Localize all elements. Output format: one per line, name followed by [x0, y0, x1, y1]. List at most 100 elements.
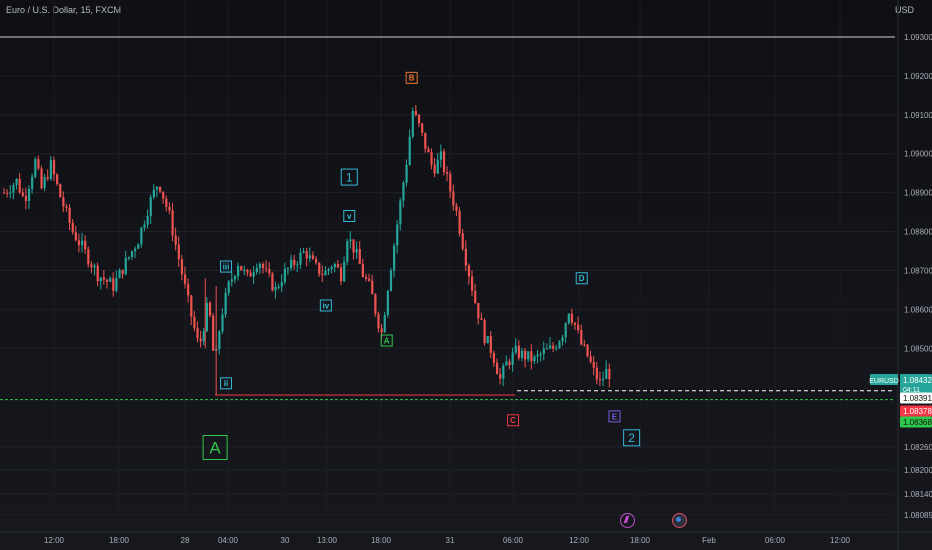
candle-body [93, 265, 96, 268]
candle-body [121, 269, 124, 275]
candle-body [408, 136, 411, 165]
candle-body [336, 264, 340, 268]
candle-body [330, 267, 333, 270]
candle-body [564, 323, 567, 338]
price-tag [900, 392, 932, 404]
candle-body [280, 282, 283, 287]
candle-body [545, 348, 549, 350]
candle-body [343, 261, 346, 282]
candle-body [149, 197, 152, 217]
candle-body [171, 210, 174, 236]
candle-body [321, 273, 324, 276]
candle-body [9, 192, 12, 194]
x-tick-label: 18:00 [371, 536, 392, 545]
wave-label-box [220, 260, 233, 273]
candle-body [386, 290, 389, 315]
candle-body [21, 192, 24, 196]
wave-label-box [405, 71, 418, 84]
candle-body [255, 267, 258, 273]
candle-body [127, 256, 130, 259]
candle-body [427, 148, 430, 153]
candle-body [333, 264, 336, 268]
candle-body [393, 245, 396, 271]
candle-body [570, 313, 574, 323]
x-tick-label: 06:00 [765, 536, 786, 545]
candle-body [311, 255, 315, 260]
candle-body [34, 159, 37, 177]
candle-body [555, 347, 558, 349]
candle-body [346, 241, 349, 262]
y-tick-label: 1.08800 [904, 228, 932, 237]
candle-body [168, 206, 171, 211]
candle-body [352, 239, 355, 253]
wave-label: C [510, 416, 516, 425]
candle-body [49, 160, 52, 179]
candle-body [240, 266, 243, 271]
candle-body [315, 259, 318, 263]
candle-body [433, 164, 436, 174]
candle-body [252, 272, 255, 277]
candle-body [542, 348, 545, 354]
y-tick-label: 1.09000 [904, 150, 932, 159]
candle-body [374, 294, 377, 314]
candle-body [402, 182, 405, 201]
candle-body [271, 273, 274, 291]
candle-body [205, 302, 208, 332]
candle-body [464, 248, 467, 266]
candle-body [202, 331, 205, 342]
candle-body [305, 251, 308, 259]
candle-body [146, 216, 149, 225]
candle-body [396, 224, 399, 246]
symbol-title[interactable]: Euro / U.S. Dollar, 15, FXCM [6, 5, 122, 15]
candle-body [180, 259, 184, 275]
symbol-tag-label: EURUSD [869, 378, 899, 385]
candle-body [477, 303, 480, 319]
candle-body [162, 191, 165, 199]
wave-label-box [608, 410, 621, 423]
wave-label: iv [323, 301, 330, 310]
candle-body [68, 207, 71, 223]
candle-body [486, 336, 489, 344]
candle-body [495, 362, 499, 375]
y-tick-label: 1.08260 [904, 443, 932, 452]
candle-body [561, 337, 564, 342]
candle-body [15, 178, 18, 186]
candle-body [274, 286, 277, 291]
candle-body [318, 262, 321, 274]
candle-body [193, 316, 196, 329]
price-tag-label: 1.08368 [903, 418, 932, 427]
candle-body [37, 159, 40, 169]
x-tick-label: 12:00 [830, 536, 851, 545]
candle-body [414, 110, 418, 115]
economic-event-icon[interactable] [672, 513, 687, 528]
candle-body [24, 195, 28, 201]
candle-body [196, 328, 199, 339]
candle-body [583, 344, 586, 346]
candle-body [3, 192, 6, 194]
price-tag [900, 416, 932, 428]
candle-body [517, 345, 520, 358]
candle-body [118, 269, 121, 279]
candle-body [449, 173, 452, 192]
candle-body [293, 259, 296, 265]
candle-body [530, 351, 533, 362]
currency-label: USD [894, 5, 914, 15]
candle-body [208, 302, 212, 316]
candle-body [249, 272, 252, 277]
x-tick-label: 18:00 [109, 536, 130, 545]
flash-event-icon[interactable] [620, 513, 635, 528]
candle-body [364, 276, 368, 279]
candle-body [134, 248, 137, 252]
candle-body [230, 279, 233, 282]
wave-label: iii [223, 262, 230, 271]
y-tick-label: 1.08600 [904, 305, 932, 314]
candle-body [552, 345, 555, 349]
wave-label: B [409, 74, 415, 83]
candle-body [502, 365, 505, 379]
candle-body [18, 178, 21, 193]
candle-body [592, 361, 595, 368]
candle-body [327, 269, 330, 271]
candle-body [109, 278, 112, 282]
